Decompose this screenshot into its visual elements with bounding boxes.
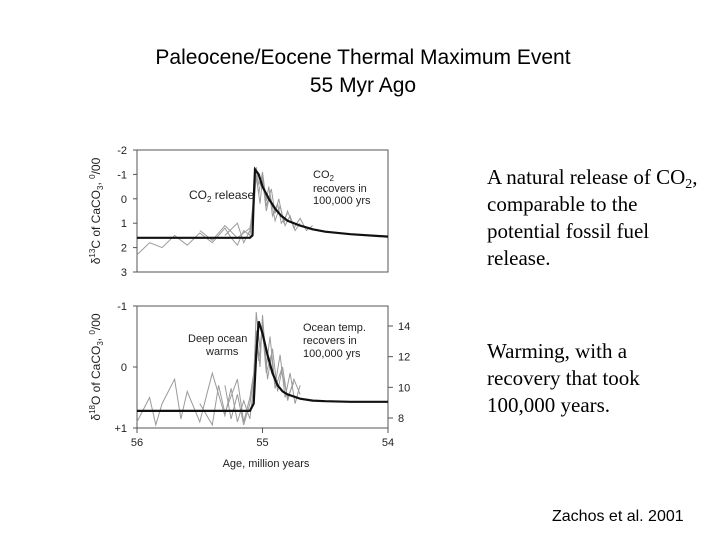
note-co2-release: A natural release of CO2, comparable to … <box>487 165 698 270</box>
bot-record-series-0 <box>136 312 301 427</box>
slide-title: Paleocene/Eocene Thermal Maximum Event 5… <box>0 44 720 100</box>
bottom-y2-ticks: 14 12 10 8 <box>388 321 410 425</box>
top-panel: -2 -1 0 1 2 3 δ13C of CaCO3, 0/00 CO2 release… <box>88 145 389 279</box>
bot-y-tick-label: +1 <box>114 423 127 435</box>
top-y-ticks: -2 -1 0 1 2 3 <box>117 145 137 279</box>
bot-record-series-1 <box>199 315 301 427</box>
top-record-series-1 <box>199 174 301 241</box>
bottom-y-ticks: -1 0 +1 <box>114 301 137 435</box>
bottom-x-axis-label: Age, million years <box>223 458 310 470</box>
bot-y-tick-label: -1 <box>117 301 127 313</box>
bot-y2-tick-label: 8 <box>398 413 404 425</box>
bottom-record-lines <box>136 312 301 427</box>
top-annotation-recover: CO2 recovers in 100,000 yrs <box>313 169 371 207</box>
bot-x-tick-label: 55 <box>256 437 268 449</box>
top-y-tick-label: 2 <box>121 243 127 255</box>
bottom-annotation-recover: Ocean temp. recovers in 100,000 yrs <box>303 322 369 360</box>
top-y-tick-label: 3 <box>121 267 127 279</box>
top-plot-frame <box>136 149 389 273</box>
top-record-series-2 <box>224 171 289 245</box>
top-y-tick-label: -2 <box>117 145 127 157</box>
bottom-x-ticks: 56 55 54 <box>131 428 394 449</box>
top-annotation-release: CO2 release <box>189 188 254 204</box>
bot-y2-tick-label: 14 <box>398 321 410 333</box>
bot-x-tick-label: 54 <box>382 437 394 449</box>
bot-y-tick-label: 0 <box>121 362 127 374</box>
top-record-series-0 <box>136 167 314 256</box>
bottom-mean-line-group <box>137 320 388 412</box>
top-y-tick-label: -1 <box>117 169 127 181</box>
title-line-1: Paleocene/Eocene Thermal Maximum Event <box>155 46 571 69</box>
bot-record-series-2 <box>224 330 295 426</box>
citation: Zachos et al. 2001 <box>552 508 684 525</box>
bot-x-tick-label: 56 <box>131 437 143 449</box>
top-y-axis-label: δ13C of CaCO3, 0/00 <box>88 157 105 264</box>
bottom-panel: -1 0 +1 14 12 10 8 56 55 54 δ18O of CaCO3, 0/00… <box>88 301 410 470</box>
bottom-y-axis-label: δ18O of CaCO3, 0/00 <box>88 313 105 421</box>
title-line-2: 55 Myr Ago <box>309 74 417 97</box>
top-mean-line <box>137 166 389 239</box>
note-warming: Warming, with a recovery that took 100,0… <box>487 339 640 417</box>
top-y-tick-label: 1 <box>121 218 127 230</box>
bottom-annotation-warms: Deep ocean warms <box>188 333 250 358</box>
top-record-lines <box>136 167 314 256</box>
bot-y2-tick-label: 12 <box>398 352 410 364</box>
top-mean-line-group <box>137 166 389 239</box>
bot-mean-line <box>137 320 388 412</box>
top-y-tick-label: 0 <box>121 194 127 206</box>
bot-y2-tick-label: 10 <box>398 382 410 394</box>
